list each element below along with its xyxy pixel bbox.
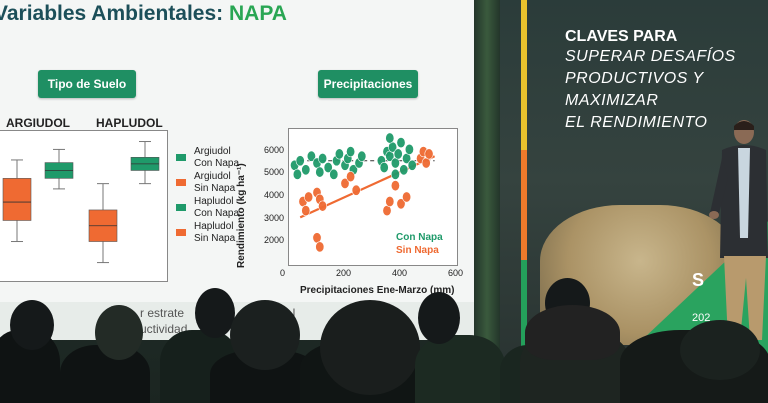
- y-tick-label: 5000: [264, 167, 285, 178]
- audience-head-1: [10, 300, 54, 350]
- point-con-napa: [301, 164, 311, 176]
- legend-item: Argiudol Con Napa: [176, 146, 239, 170]
- y-tick-label: 6000: [264, 144, 285, 155]
- audience-head-3: [195, 288, 235, 338]
- boxplot-chart: [2, 141, 160, 264]
- banner-stripe-orange: [521, 150, 527, 270]
- slide-title: Variables Ambientales: NAPA: [0, 2, 287, 26]
- banner-line-3: MAXIMIZAR: [565, 92, 659, 109]
- point-con-napa: [295, 155, 305, 167]
- audience-hat: [525, 305, 620, 360]
- x-tick-label: 400: [392, 268, 408, 278]
- soil-label-argiudol: ARGIUDOL: [6, 116, 70, 130]
- point-con-napa: [315, 166, 325, 178]
- soil-label-hapludol: HAPLUDOL: [96, 116, 163, 130]
- point-sin-napa: [340, 177, 350, 189]
- legend-item: Argiudol Sin Napa: [176, 171, 235, 195]
- point-con-napa: [407, 159, 417, 171]
- audience-head-6: [418, 292, 460, 344]
- x-axis-label: Precipitaciones Ene-Marzo (mm): [300, 285, 455, 296]
- scatter-legend-con-napa: Con Napa: [396, 232, 443, 243]
- legend-line-1: Hapludol: [194, 221, 234, 232]
- banner-line-4: EL RENDIMIENTO: [565, 114, 708, 131]
- point-sin-napa: [424, 148, 434, 160]
- bottom-text-1: r estrate: [140, 306, 185, 320]
- audience-head-5: [320, 300, 420, 395]
- banner-headline: CLAVES PARA: [565, 28, 678, 45]
- point-sin-napa: [385, 196, 395, 208]
- y-tick-label: 4000: [264, 190, 285, 200]
- scatter-panel: [288, 128, 458, 266]
- x-tick-label: 200: [336, 268, 352, 278]
- point-con-napa: [404, 143, 414, 155]
- audience-person-6: [415, 335, 505, 403]
- point-con-napa: [390, 168, 400, 180]
- box-rect: [2, 178, 32, 221]
- point-sin-napa: [396, 198, 406, 210]
- banner-stripe-green: [521, 260, 527, 360]
- slide-title-text: Variables Ambientales:: [0, 2, 229, 25]
- y-tick-label: 3000: [264, 212, 285, 223]
- point-con-napa: [306, 150, 316, 162]
- soil-type-pill: Tipo de Suelo: [38, 70, 136, 98]
- x-tick-label: 600: [448, 268, 464, 278]
- scatter-legend-sin-napa: Sin Napa: [396, 245, 439, 256]
- projection-screen: Variables Ambientales: NAPA Tipo de Suel…: [0, 0, 474, 340]
- banner-logo: S: [692, 270, 705, 290]
- point-con-napa: [334, 148, 344, 160]
- legend-swatch: [176, 229, 186, 236]
- y-axis-label: Rendimiento (kg ha⁻¹): [236, 163, 247, 268]
- legend-line-1: Argiudol: [194, 146, 231, 157]
- point-sin-napa: [301, 205, 311, 217]
- point-sin-napa: [315, 241, 325, 253]
- x-tick-label: 0: [280, 268, 286, 278]
- legend-item: Hapludol Sin Napa: [176, 221, 235, 245]
- legend-line-1: Hapludol: [194, 196, 234, 207]
- precipitation-pill: Precipitaciones: [318, 70, 418, 98]
- point-con-napa: [329, 168, 339, 180]
- audience-head-2: [95, 305, 143, 360]
- y-tick-label: 2000: [264, 235, 285, 246]
- point-con-napa: [396, 137, 406, 149]
- legend-line-2: Con Napa: [194, 208, 240, 219]
- boxplot-panel: [0, 130, 168, 282]
- scatter-chart: [290, 132, 436, 253]
- point-sin-napa: [304, 191, 314, 203]
- legend-line-2: Sin Napa: [194, 183, 236, 194]
- point-sin-napa: [390, 180, 400, 192]
- slide-title-accent: NAPA: [229, 2, 287, 25]
- point-con-napa: [399, 164, 409, 176]
- legend-line-2: Sin Napa: [194, 233, 236, 244]
- audience-head-9: [680, 320, 760, 380]
- point-con-napa: [393, 148, 403, 160]
- legend-item: Hapludol Con Napa: [176, 196, 239, 220]
- legend-line-2: Con Napa: [194, 158, 240, 169]
- point-sin-napa: [351, 184, 361, 196]
- point-sin-napa: [318, 200, 328, 212]
- point-con-napa: [318, 152, 328, 164]
- legend-swatch: [176, 179, 186, 186]
- banner-line-2: PRODUCTIVOS Y: [565, 70, 704, 87]
- banner-stripe-yellow: [521, 0, 527, 170]
- point-con-napa: [357, 150, 367, 162]
- legend-swatch: [176, 154, 186, 161]
- plant-decoration: [474, 0, 500, 360]
- point-con-napa: [346, 146, 356, 158]
- legend-line-1: Argiudol: [194, 171, 231, 182]
- point-con-napa: [385, 132, 395, 144]
- banner-line-1: SUPERAR DESAFÍOS: [565, 48, 736, 65]
- speaker-figure: [709, 120, 768, 340]
- audience-head-4: [230, 300, 300, 370]
- bottom-text-3: uctividad: [140, 322, 188, 336]
- point-con-napa: [323, 162, 333, 174]
- point-con-napa: [292, 168, 302, 180]
- point-con-napa: [379, 162, 389, 174]
- legend-swatch: [176, 204, 186, 211]
- point-sin-napa: [402, 191, 412, 203]
- point-sin-napa: [346, 171, 356, 183]
